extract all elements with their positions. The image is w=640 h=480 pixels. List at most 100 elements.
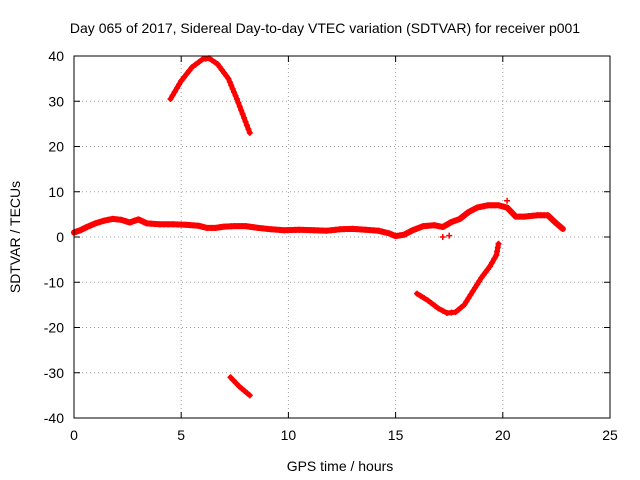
data-point <box>226 79 233 86</box>
data-point <box>499 203 506 210</box>
data-point <box>92 220 99 227</box>
data-point <box>467 291 474 298</box>
y-axis-label: SDTVAR / TECUs <box>7 181 23 293</box>
data-point <box>167 95 174 102</box>
data-point <box>245 126 252 133</box>
data-point <box>486 263 493 270</box>
data-point <box>375 227 382 234</box>
data-point <box>469 288 476 295</box>
data-point <box>416 224 423 231</box>
data-point <box>101 217 108 224</box>
y-tick-label: 10 <box>48 184 64 200</box>
x-tick-label: 15 <box>388 427 404 443</box>
data-point <box>180 74 187 81</box>
data-point <box>379 228 386 235</box>
data-point <box>477 203 484 210</box>
x-tick-label: 5 <box>177 427 185 443</box>
data-point <box>238 107 245 114</box>
data-point <box>235 99 242 106</box>
data-point <box>230 377 237 384</box>
data-point <box>74 228 81 235</box>
data-point <box>424 297 431 304</box>
data-point <box>446 232 453 239</box>
grid-layer <box>74 56 610 418</box>
x-tick-label: 0 <box>70 427 78 443</box>
data-point <box>233 380 240 387</box>
data-point <box>88 222 95 229</box>
data-point <box>431 302 438 309</box>
data-point <box>382 229 389 236</box>
data-point <box>463 298 470 305</box>
data-point <box>559 225 566 232</box>
data-point <box>105 216 112 223</box>
y-tick-label: 20 <box>48 139 64 155</box>
data-point <box>239 111 246 118</box>
x-axis-label: GPS time / hours <box>287 458 394 474</box>
data-point <box>242 118 249 125</box>
data-point <box>435 223 442 230</box>
data-point <box>465 209 472 216</box>
data-point <box>414 290 421 297</box>
data-point <box>439 307 446 314</box>
data-point <box>481 203 488 210</box>
data-point <box>409 227 416 234</box>
data-layer <box>71 55 566 399</box>
y-tick-label: -20 <box>44 320 64 336</box>
data-point <box>229 85 236 92</box>
data-point <box>188 64 195 71</box>
data-point <box>231 89 238 96</box>
data-point <box>122 218 129 225</box>
data-point <box>243 122 250 129</box>
data-point <box>417 292 424 299</box>
data-point <box>196 58 203 65</box>
data-point <box>195 222 202 229</box>
data-point <box>228 82 235 89</box>
data-point <box>465 295 472 302</box>
data-point <box>444 221 451 228</box>
y-tick-label: -10 <box>44 274 64 290</box>
data-point <box>452 217 459 224</box>
data-point <box>509 210 516 217</box>
data-point <box>553 220 560 227</box>
data-point <box>233 95 240 102</box>
y-tick-label: 40 <box>48 48 64 64</box>
data-point <box>192 61 199 68</box>
data-point <box>186 67 193 74</box>
data-point <box>386 230 393 237</box>
y-tick-label: 30 <box>48 93 64 109</box>
data-point <box>504 197 511 204</box>
data-point <box>431 222 438 229</box>
data-point <box>476 278 483 285</box>
x-tick-label: 10 <box>281 427 297 443</box>
data-point <box>428 300 435 307</box>
data-point <box>176 81 183 88</box>
data-point <box>236 103 243 110</box>
data-point <box>435 305 442 312</box>
data-point <box>227 374 234 381</box>
data-point <box>413 225 420 232</box>
data-point <box>183 71 190 78</box>
data-point <box>495 240 502 247</box>
data-point <box>389 231 396 238</box>
data-point <box>421 295 428 302</box>
data-point <box>80 225 87 232</box>
data-point <box>96 219 103 226</box>
data-point <box>139 218 146 225</box>
data-point <box>471 284 478 291</box>
data-point <box>241 114 248 121</box>
data-point <box>135 216 142 223</box>
data-point <box>118 216 125 223</box>
data-point <box>126 219 133 226</box>
data-point <box>178 77 185 84</box>
y-tick-label: -40 <box>44 410 64 426</box>
data-point <box>489 259 496 266</box>
chart-title: Day 065 of 2017, Sidereal Day-to-day VTE… <box>70 20 580 36</box>
y-tick-label: 0 <box>56 229 64 245</box>
tick-layer <box>73 55 611 419</box>
data-point <box>171 88 178 95</box>
data-point <box>173 85 180 92</box>
data-point <box>77 227 84 234</box>
data-point <box>246 392 253 399</box>
data-point <box>495 202 502 209</box>
